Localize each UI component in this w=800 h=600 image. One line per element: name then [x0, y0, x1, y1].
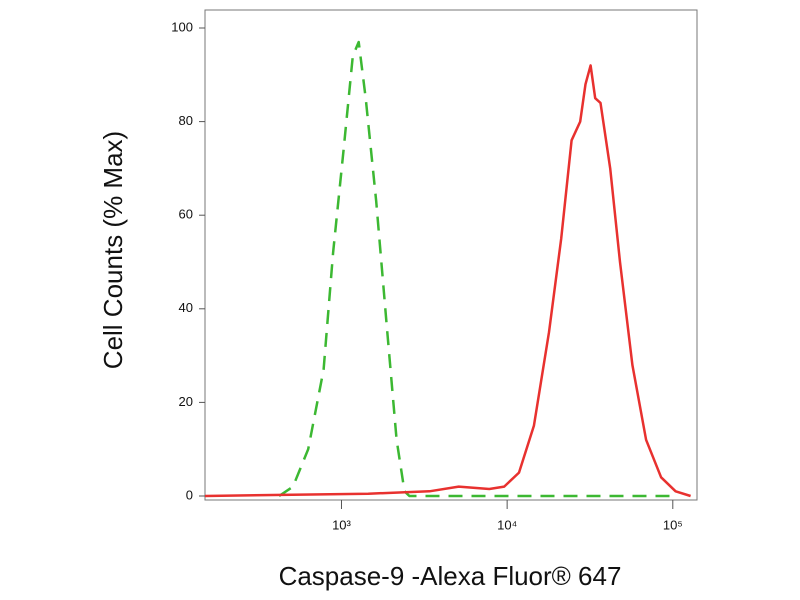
x-axis-label: Caspase-9 -Alexa Fluor® 647 [279, 561, 622, 591]
series-line [278, 40, 673, 498]
y-axis-label: Cell Counts (% Max) [98, 131, 128, 369]
y-tick-label: 100 [171, 19, 193, 34]
y-tick-label: 40 [179, 300, 193, 315]
plot-frame [204, 9, 698, 501]
y-tick-label: 0 [186, 487, 193, 502]
series-line [204, 64, 691, 498]
x-tick-label: 10⁵ [663, 517, 683, 532]
y-tick-label: 60 [179, 207, 193, 222]
x-tick-label: 10³ [332, 517, 351, 532]
y-tick-label: 80 [179, 113, 193, 128]
x-tick-label: 10⁴ [497, 517, 517, 532]
y-tick-label: 20 [179, 394, 193, 409]
